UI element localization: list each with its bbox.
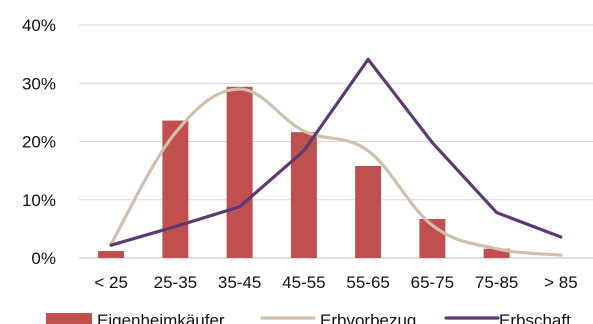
- legend-label: Erbvorbezug: [320, 311, 416, 324]
- bar-eigenheimk-ufer: [355, 165, 382, 258]
- y-axis-tick-labels: 0% 10% 20% 30% 40%: [22, 16, 56, 268]
- x-tick-label: 65-75: [411, 273, 454, 292]
- x-axis-tick-labels: < 25 25-35 35-45 45-55 55-65 65-75 75-85 > 85: [94, 273, 577, 292]
- legend-item-erbschaft: Erbschaft: [444, 311, 571, 324]
- x-tick-label: 55-65: [346, 273, 389, 292]
- y-tick-label: 10%: [22, 191, 56, 210]
- y-tick-label: 20%: [22, 133, 56, 152]
- x-tick-label: 75-85: [475, 273, 518, 292]
- x-tick-label: > 85: [544, 273, 578, 292]
- y-tick-label: 30%: [22, 74, 56, 93]
- line-erbvorbezug: [109, 87, 563, 257]
- legend-item-eigenheimk-ufer: Eigenheimkäufer: [46, 311, 225, 324]
- x-tick-label: 35-45: [218, 273, 261, 292]
- bar-eigenheimk-ufer: [98, 251, 125, 258]
- x-tick-label: < 25: [94, 273, 128, 292]
- legend-item-erbvorbezug: Erbvorbezug: [260, 311, 416, 324]
- y-tick-label: 0%: [31, 249, 56, 268]
- bar-eigenheimk-ufer: [483, 248, 510, 258]
- line-series: [109, 57, 563, 257]
- legend-label: Eigenheimkäufer: [97, 311, 225, 324]
- bar-eigenheimk-ufer: [162, 120, 189, 258]
- y-tick-label: 40%: [22, 16, 56, 35]
- bar-eigenheimk-ufer: [290, 132, 317, 258]
- x-tick-label: 45-55: [282, 273, 325, 292]
- bar-eigenheimk-ufer: [226, 86, 253, 259]
- legend: Eigenheimkäufer Erbvorbezug Erbschaft: [46, 311, 571, 324]
- x-tick-label: 25-35: [154, 273, 197, 292]
- legend-label: Erbschaft: [499, 311, 571, 324]
- legend-swatch: [46, 313, 92, 324]
- gridlines: [79, 24, 593, 259]
- line-erbschaft: [109, 57, 563, 247]
